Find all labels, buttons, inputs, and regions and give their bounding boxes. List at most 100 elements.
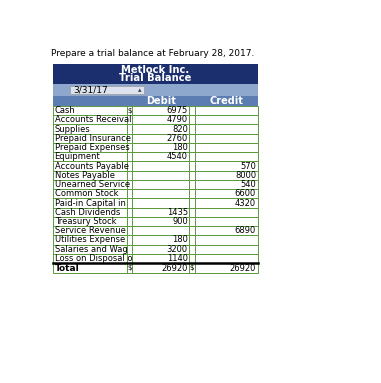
Bar [53, 226, 126, 236]
Bar [53, 245, 126, 254]
Bar [195, 189, 258, 198]
Bar [132, 254, 189, 263]
Text: Prepaid Expenses: Prepaid Expenses [54, 143, 130, 152]
Bar [126, 152, 132, 162]
Bar [126, 134, 132, 143]
Text: 900: 900 [172, 217, 188, 226]
Bar [189, 245, 195, 254]
Text: 26920: 26920 [162, 264, 188, 273]
Text: Total: Total [54, 264, 79, 273]
Bar [53, 236, 126, 245]
Text: 3200: 3200 [167, 245, 188, 254]
Bar [53, 124, 126, 134]
Text: 26920: 26920 [230, 264, 256, 273]
Bar [132, 143, 189, 152]
Bar [126, 171, 132, 180]
Text: Equipment: Equipment [54, 152, 100, 161]
Bar [189, 171, 195, 180]
Text: 4540: 4540 [167, 152, 188, 161]
Bar [195, 134, 258, 143]
Bar [195, 208, 258, 217]
Bar [189, 208, 195, 217]
Text: Debit: Debit [146, 96, 176, 106]
Bar [195, 254, 258, 263]
Bar [53, 180, 126, 189]
Bar [132, 217, 189, 226]
Bar [126, 124, 132, 134]
Bar [126, 189, 132, 198]
Text: Trial Balance: Trial Balance [119, 73, 192, 83]
Text: 6975: 6975 [166, 106, 188, 115]
Text: 820: 820 [172, 124, 188, 134]
Bar [189, 263, 195, 273]
Text: ▴: ▴ [138, 87, 142, 93]
Text: 2760: 2760 [166, 134, 188, 143]
Bar [53, 217, 126, 226]
Bar [53, 143, 126, 152]
Bar [53, 115, 126, 124]
Bar [189, 254, 195, 263]
Text: 6890: 6890 [235, 226, 256, 235]
Bar [132, 152, 189, 162]
Bar [189, 226, 195, 236]
Bar [195, 115, 258, 124]
Text: Service Revenue: Service Revenue [54, 226, 125, 235]
Bar [195, 124, 258, 134]
Bar [189, 106, 195, 115]
Bar [132, 189, 189, 198]
Text: 6600: 6600 [235, 189, 256, 198]
Bar [195, 143, 258, 152]
Bar [126, 106, 132, 115]
Bar [195, 106, 258, 115]
Bar [132, 263, 189, 273]
Bar [126, 226, 132, 236]
Bar [195, 217, 258, 226]
Bar [53, 263, 126, 273]
Text: 1435: 1435 [167, 208, 188, 217]
Bar [126, 208, 132, 217]
Bar [195, 180, 258, 189]
Bar [195, 162, 258, 171]
Bar [195, 263, 258, 273]
Text: 4790: 4790 [167, 115, 188, 124]
Bar [126, 143, 132, 152]
Bar [53, 189, 126, 198]
Bar [132, 106, 189, 115]
Text: $: $ [127, 265, 132, 271]
Bar [189, 115, 195, 124]
Bar [195, 245, 258, 254]
Text: Utilities Expense: Utilities Expense [54, 236, 125, 244]
Bar [53, 198, 126, 208]
Bar [132, 171, 189, 180]
Bar [70, 86, 144, 95]
Bar [132, 180, 189, 189]
Bar [195, 171, 258, 180]
Bar [132, 208, 189, 217]
Text: Notes Payable: Notes Payable [54, 171, 115, 180]
Bar [132, 198, 189, 208]
Bar [189, 124, 195, 134]
Bar [189, 198, 195, 208]
Bar [126, 115, 132, 124]
Text: 180: 180 [172, 143, 188, 152]
Text: Common Stock: Common Stock [54, 189, 118, 198]
Bar [132, 162, 189, 171]
Bar [53, 64, 258, 85]
Text: 3/31/17: 3/31/17 [73, 86, 108, 95]
Text: 4320: 4320 [235, 198, 256, 208]
Bar [126, 263, 132, 273]
Bar [132, 245, 189, 254]
Text: Paid-in Capital in: Paid-in Capital in [54, 198, 125, 208]
Text: Unearned Service: Unearned Service [54, 180, 130, 189]
Bar [53, 162, 126, 171]
Text: $: $ [190, 265, 194, 271]
Bar [126, 198, 132, 208]
Bar [189, 152, 195, 162]
Text: Loss on Disposal o: Loss on Disposal o [54, 254, 132, 263]
Text: Accounts Receival: Accounts Receival [54, 115, 131, 124]
Bar [195, 236, 258, 245]
Text: 180: 180 [172, 236, 188, 244]
Bar [53, 134, 126, 143]
Bar [189, 189, 195, 198]
Text: 540: 540 [240, 180, 256, 189]
